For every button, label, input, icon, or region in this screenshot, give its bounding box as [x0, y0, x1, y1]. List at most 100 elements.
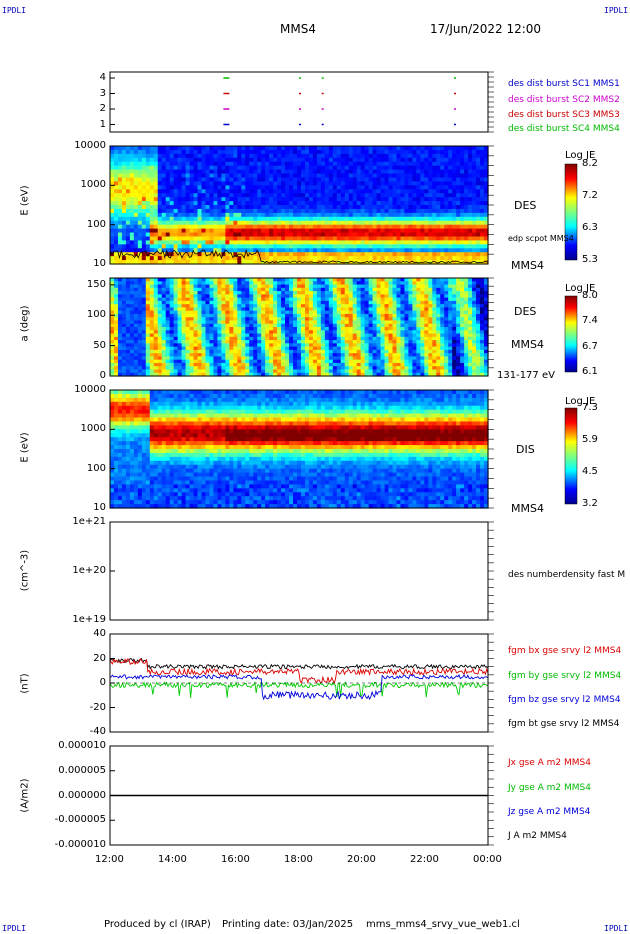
colorbar-tick-label: 5.3 — [582, 254, 598, 265]
colorbar-tick-label: 6.7 — [582, 340, 598, 352]
legend-density: des numberdensity fast M — [508, 570, 626, 580]
ytick-label: 4 — [99, 72, 106, 83]
ytick-label: -20 — [89, 701, 106, 713]
colorbar-tick-label: 6.1 — [582, 366, 598, 377]
bfield-series-1 — [109, 658, 489, 685]
legend-j: J A m2 MMS4 — [508, 831, 567, 841]
panel-frame-5 — [109, 521, 489, 621]
time-tick-label: 22:00 — [410, 854, 439, 865]
ytick-label: 150 — [86, 278, 106, 290]
legend-burst-mms2: des dist burst SC2 MMS2 — [508, 95, 620, 105]
colorbar-tick-label: 4.5 — [582, 466, 598, 477]
pad-sc-label: MMS4 — [511, 338, 544, 351]
footer-printing-date: Printing date: 03/Jan/2025 — [222, 919, 354, 930]
bfield-series-2 — [109, 681, 489, 698]
corner-label-bl: IPDLI — [2, 924, 27, 933]
ylabel-density: (cm^-3) — [19, 549, 31, 592]
colorbar2-title: Log JE — [565, 283, 596, 294]
scpot-legend: edp scpot MMS4 — [508, 234, 574, 243]
dis-energy-spectrogram — [110, 390, 489, 509]
time-tick-label: 00:00 — [473, 854, 502, 865]
colorbar-tick-label: 8.2 — [582, 158, 598, 169]
ytick-label: 0 — [99, 677, 106, 688]
legend-burst-mms4: des dist burst SC4 MMS4 — [508, 124, 620, 134]
ytick-label: 100 — [86, 309, 106, 321]
ylabel-current: (A/m2) — [19, 778, 31, 813]
legend-jy: Jy gse A m2 MMS4 — [508, 783, 591, 793]
pad-energy-label: 131-177 eV — [497, 370, 555, 381]
colorbar-tick-label: 7.4 — [582, 315, 598, 327]
colorbar1-title: Log JE — [565, 150, 596, 161]
plot-date: 17/Jun/2022 12:00 — [430, 22, 542, 36]
legend-bx: fgm bx gse srvy l2 MMS4 — [508, 646, 622, 656]
legend-jz: Jz gse A m2 MMS4 — [508, 807, 591, 817]
legend-burst-mms3: des dist burst SC3 MMS3 — [508, 110, 620, 120]
ytick-label: 1 — [99, 118, 106, 130]
time-tick-label: 20:00 — [347, 854, 376, 865]
ytick-label: 0.000005 — [58, 764, 106, 776]
corner-label-tr: IPDLI — [604, 6, 629, 15]
colorbar-1 — [564, 163, 578, 261]
colorbar-3 — [564, 407, 578, 505]
ytick-label: 100 — [86, 462, 106, 474]
legend-by: fgm by gse srvy l2 MMS4 — [508, 671, 622, 681]
ytick-label: 1e+19 — [72, 614, 106, 625]
ytick-label: 0.000010 — [58, 740, 106, 751]
time-tick-label: 12:00 — [95, 854, 124, 865]
ytick-label: 20 — [93, 652, 106, 664]
ytick-label: 10000 — [74, 384, 106, 395]
footer-produced: Produced by cl (IRAP) — [104, 919, 211, 930]
legend-burst-mms1: des dist burst SC1 MMS1 — [508, 79, 620, 89]
legend-bt: fgm bt gse srvy l2 MMS4 — [508, 719, 620, 729]
corner-label-br: IPDLI — [604, 924, 629, 933]
corner-label-tl: IPDLI — [2, 6, 27, 15]
ytick-label: 0.000000 — [58, 789, 106, 801]
des-sc-label: MMS4 — [511, 259, 544, 272]
time-tick-label: 16:00 — [221, 854, 250, 865]
pad-instrument-label: DES — [514, 305, 537, 318]
des-energy-spectrogram — [110, 146, 489, 265]
ytick-label: 1000 — [80, 423, 106, 435]
dis-sc-label: MMS4 — [511, 502, 544, 515]
colorbar-tick-label: 3.2 — [582, 498, 598, 509]
scpot-overlay-line — [109, 248, 489, 264]
des-pitch-angle-spectrogram — [110, 278, 489, 377]
legend-bz: fgm bz gse srvy l2 MMS4 — [508, 695, 621, 705]
colorbar3-title: Log JE — [565, 396, 596, 407]
ylabel-des-energy: E (eV) — [19, 185, 31, 216]
ytick-label: 0 — [99, 370, 106, 381]
panel-frame-1 — [109, 71, 489, 133]
ytick-label: 2 — [99, 103, 106, 114]
colorbar-tick-label: 8.0 — [582, 290, 598, 301]
bfield-series-0 — [109, 657, 489, 670]
time-tick-label: 18:00 — [284, 854, 313, 865]
ylabel-pitch-angle: a (deg) — [19, 305, 31, 342]
colorbar-2 — [564, 295, 578, 373]
colorbar-tick-label: 6.3 — [582, 222, 598, 233]
ytick-label: 40 — [93, 628, 106, 639]
colorbar-tick-label: 5.9 — [582, 434, 598, 445]
ytick-label: 10 — [93, 258, 106, 269]
time-tick-label: 14:00 — [158, 854, 187, 865]
ytick-label: -0.000005 — [54, 814, 106, 826]
ytick-label: 10 — [93, 502, 106, 513]
colorbar-tick-label: 7.2 — [582, 190, 598, 201]
dis-instrument-label: DIS — [516, 443, 535, 456]
legend-jx: Jx gse A m2 MMS4 — [508, 758, 591, 768]
ytick-label: 1e+21 — [72, 516, 106, 527]
footer-filename: mms_mms4_srvy_vue_web1.cl — [366, 919, 520, 930]
ytick-label: 3 — [99, 87, 106, 99]
ytick-label: 100 — [86, 218, 106, 230]
bfield-series-3 — [109, 673, 489, 701]
ytick-label: 10000 — [74, 140, 106, 151]
ylabel-bfield: (nT) — [19, 673, 31, 694]
page-title: MMS4 — [280, 22, 316, 36]
ytick-label: 50 — [93, 339, 106, 351]
ytick-label: 1000 — [80, 179, 106, 191]
ytick-label: -0.000010 — [54, 839, 106, 850]
ylabel-dis-energy: E (eV) — [19, 432, 31, 463]
colorbar-tick-label: 7.3 — [582, 402, 598, 413]
des-instrument-label: DES — [514, 199, 537, 212]
ytick-label: 1e+20 — [72, 565, 106, 576]
